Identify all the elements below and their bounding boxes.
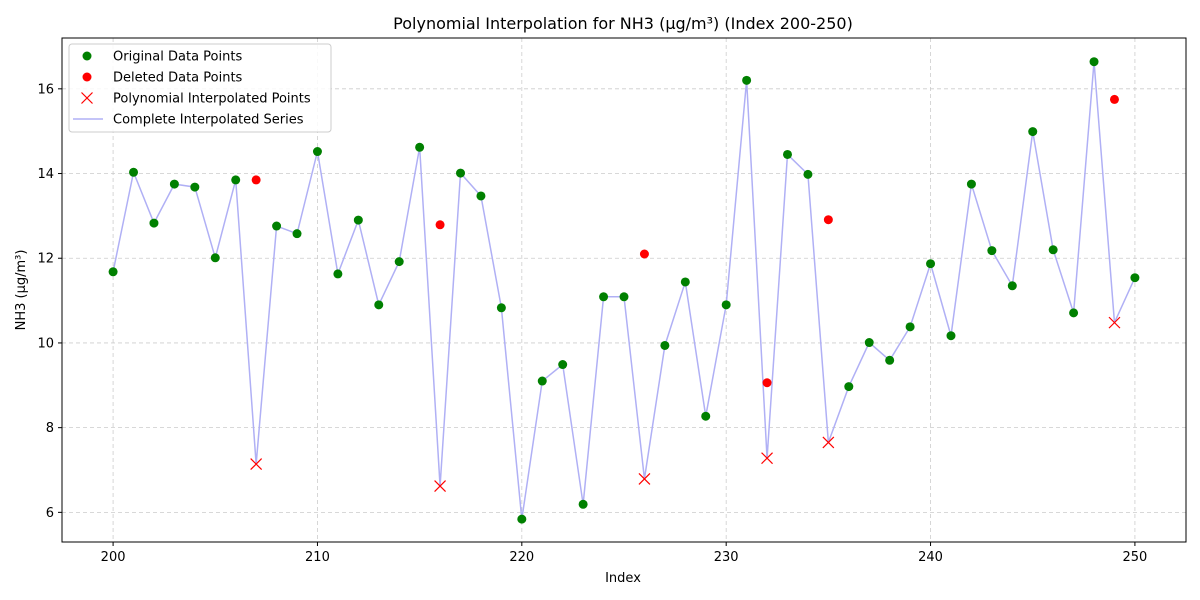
original-data-point [169, 179, 179, 189]
original-data-point [129, 167, 139, 177]
x-tick-label: 220 [509, 550, 534, 565]
legend-swatch-dot [82, 72, 92, 82]
interpolated-point-x [638, 472, 651, 485]
chart-title: Polynomial Interpolation for NH3 (µg/m³)… [393, 14, 853, 33]
original-data-point [537, 376, 547, 386]
original-data-point [926, 259, 936, 269]
x-stroke [1108, 316, 1121, 329]
original-data-point [292, 229, 302, 239]
interpolated-point-x [434, 480, 446, 493]
original-data-point [1007, 281, 1017, 291]
original-data-point [353, 215, 363, 225]
plot-frame [61, 37, 1187, 543]
original-data-point [415, 142, 425, 152]
y-tick-label: 16 [37, 82, 54, 97]
x-tick-label: 250 [1122, 550, 1147, 565]
deleted-data-point [1109, 94, 1119, 104]
legend-label: Original Data Points [113, 50, 242, 65]
interpolated-point-x [1108, 316, 1121, 329]
x-tick-label: 230 [714, 550, 739, 565]
original-data-point [394, 257, 404, 267]
y-tick-label: 10 [37, 336, 54, 351]
x-stroke [250, 458, 263, 470]
x-stroke [638, 472, 651, 485]
original-data-point [742, 75, 752, 85]
markers-group [108, 57, 1140, 524]
legend-swatch-dot [82, 51, 92, 61]
interpolated-point-x [761, 452, 773, 465]
interpolated-point-x [822, 436, 835, 449]
original-data-point [721, 300, 731, 310]
deleted-data-point [762, 378, 772, 388]
original-data-point [190, 182, 200, 192]
deleted-data-point [435, 220, 445, 230]
x-axis-label: Index [605, 571, 641, 586]
x-tick-label: 240 [918, 550, 943, 565]
y-tick-label: 12 [37, 252, 54, 267]
interpolated-point-x [250, 458, 263, 470]
original-data-point [476, 191, 486, 201]
original-data-point [272, 221, 282, 231]
original-data-point [517, 514, 527, 524]
original-data-point [701, 411, 711, 421]
grid [62, 38, 1186, 542]
original-data-point [987, 246, 997, 256]
legend-frame [68, 43, 332, 133]
original-data-point [312, 147, 322, 157]
legend-label: Polynomial Interpolated Points [113, 92, 311, 107]
x-stroke [822, 436, 835, 449]
original-data-point [680, 277, 690, 287]
legend-label: Complete Interpolated Series [113, 113, 304, 128]
original-data-point [578, 499, 588, 509]
legend-swatch-x [81, 92, 93, 104]
x-tick-label: 200 [101, 550, 126, 565]
original-data-point [374, 300, 384, 310]
original-data-point [333, 269, 343, 279]
y-tick-label: 6 [46, 506, 54, 521]
original-data-point [1130, 273, 1140, 283]
x-stroke [81, 92, 93, 104]
original-data-point [558, 360, 568, 370]
original-data-point [1048, 245, 1058, 255]
x-stroke [434, 480, 446, 493]
deleted-data-point [251, 175, 261, 185]
original-data-point [496, 303, 506, 313]
original-data-point [782, 149, 792, 159]
original-data-point [844, 382, 854, 392]
x-stroke [761, 452, 773, 465]
ticks: 200 210 220 230 240 250 6 8 10 12 14 16 [37, 82, 1147, 565]
original-data-point [1089, 57, 1099, 67]
original-data-point [966, 179, 976, 189]
original-data-point [108, 267, 118, 277]
original-data-point [1028, 127, 1038, 137]
original-data-point [210, 253, 220, 263]
legend: Original Data Points Deleted Data Points P… [68, 43, 332, 133]
original-data-point [885, 355, 895, 365]
original-data-point [905, 322, 915, 332]
y-tick-label: 14 [37, 167, 54, 182]
original-data-point [231, 175, 241, 185]
deleted-data-point [639, 249, 649, 259]
original-data-point [149, 218, 159, 228]
original-data-point [456, 168, 466, 178]
x-tick-label: 210 [305, 550, 330, 565]
original-data-point [946, 331, 956, 341]
original-data-point [803, 169, 813, 179]
original-data-point [619, 292, 629, 302]
legend-label: Deleted Data Points [113, 71, 243, 86]
original-data-point [660, 340, 670, 350]
deleted-data-point [823, 215, 833, 225]
original-data-point [599, 292, 609, 302]
y-axis-label: NH3 (µg/m³) [14, 250, 29, 331]
original-data-point [864, 338, 874, 348]
original-data-point [1069, 308, 1079, 318]
y-tick-label: 8 [46, 421, 54, 436]
